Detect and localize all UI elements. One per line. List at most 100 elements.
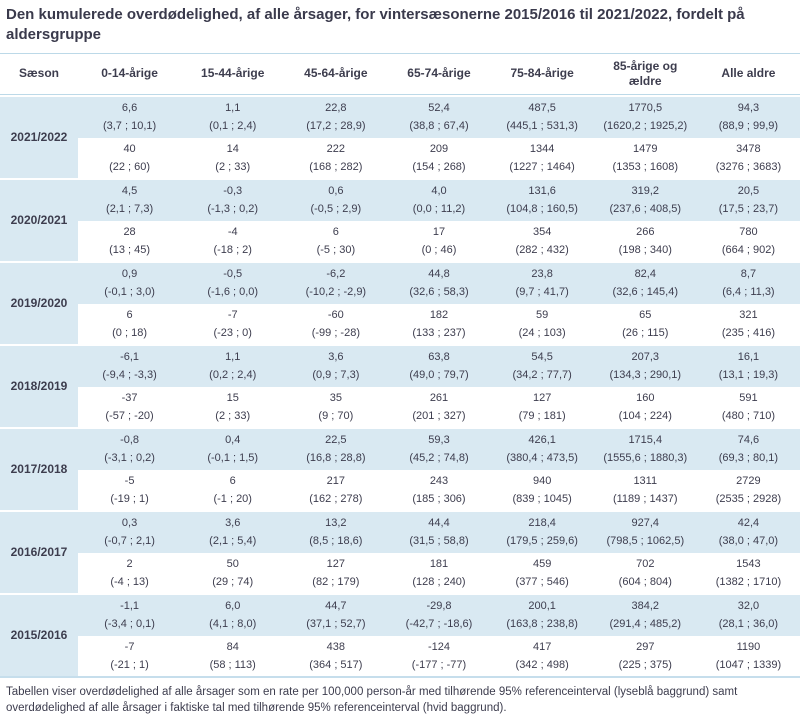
rate-confidence-interval: (3,7 ; 10,1) (102, 120, 157, 132)
rate-value: -1,1 (120, 600, 140, 612)
rate-cell: 218,4 (179,5 ; 259,6) (490, 511, 594, 553)
rate-value: 8,7 (740, 268, 757, 280)
count-value: -60 (327, 308, 344, 321)
data-column: -0,3 (-1,3 ; 0,2) -4 (-18 ; 2) (181, 179, 285, 261)
rate-value: 1770,5 (628, 102, 663, 114)
rate-confidence-interval: (-0,1 ; 3,0) (104, 286, 155, 298)
data-column: 20,5 (17,5 ; 23,7) 780 (664 ; 902) (696, 179, 800, 261)
rate-value: 82,4 (634, 268, 656, 280)
data-column: 927,4 (798,5 ; 1062,5) 702 (604 ; 804) (593, 511, 697, 593)
count-value: -124 (427, 640, 450, 653)
count-cell: 3478 (3276 ; 3683) (696, 137, 800, 178)
count-confidence-interval: (235 ; 416) (721, 326, 776, 339)
season-label: 2017/2018 (0, 428, 78, 510)
rate-cell: 54,5 (34,2 ; 77,7) (490, 345, 594, 387)
rate-confidence-interval: (-3,4 ; 0,1) (104, 618, 155, 630)
count-value: 297 (636, 640, 655, 653)
count-confidence-interval: (664 ; 902) (721, 243, 776, 256)
rate-confidence-interval: (-42,7 ; -18,6) (405, 618, 473, 630)
rate-confidence-interval: (9,7 ; 41,7) (515, 286, 569, 298)
rate-cell: 0,9 (-0,1 ; 3,0) (78, 262, 182, 304)
data-column: 82,4 (32,6 ; 145,4) 65 (26 ; 115) (593, 262, 697, 344)
count-cell: 50 (29 ; 74) (181, 552, 285, 593)
count-confidence-interval: (225 ; 375) (618, 658, 672, 671)
data-column: -0,5 (-1,6 ; 0,0) -7 (-23 ; 0) (181, 262, 285, 344)
season-label: 2015/2016 (0, 594, 78, 676)
data-column: 0,4 (-0,1 ; 1,5) 6 (-1 ; 20) (181, 428, 285, 510)
column-header: 0-14-årige (101, 66, 158, 81)
rate-cell: 16,1 (13,1 ; 19,3) (696, 345, 800, 387)
rate-cell: 3,6 (0,9 ; 7,3) (284, 345, 388, 387)
column-header: 45-64-årige (304, 66, 368, 81)
rate-value: 319,2 (631, 185, 660, 197)
rate-value: 44,4 (428, 517, 450, 529)
count-cell: 243 (185 ; 306) (387, 469, 491, 510)
count-value: 160 (636, 391, 655, 404)
data-column: -0,8 (-3,1 ; 0,2) -5 (-19 ; 1) (78, 428, 182, 510)
data-column: 22,8 (17,2 ; 28,9) 222 (168 ; 282) (284, 96, 388, 178)
count-value: 321 (739, 308, 758, 321)
rate-confidence-interval: (16,8 ; 28,8) (306, 452, 366, 464)
rate-value: 22,8 (325, 102, 347, 114)
count-confidence-interval: (282 ; 432) (515, 243, 569, 256)
rate-cell: 63,8 (49,0 ; 79,7) (387, 345, 491, 387)
data-column: 94,3 (88,9 ; 99,9) 3478 (3276 ; 3683) (696, 96, 800, 178)
count-confidence-interval: (-57 ; -20) (105, 409, 154, 422)
data-column: 44,4 (31,5 ; 58,8) 181 (128 ; 240) (387, 511, 491, 593)
rate-value: 94,3 (737, 102, 760, 114)
count-cell: 15 (2 ; 33) (181, 386, 285, 427)
count-cell: 321 (235 ; 416) (696, 303, 800, 344)
count-cell: 702 (604 ; 804) (593, 552, 697, 593)
rate-cell: -0,8 (-3,1 ; 0,2) (78, 428, 182, 470)
rate-value: 23,8 (531, 268, 553, 280)
rate-cell: 487,5 (445,1 ; 531,3) (490, 96, 594, 138)
rate-cell: 200,1 (163,8 ; 238,8) (490, 594, 594, 636)
data-column: 3,6 (0,9 ; 7,3) 35 (9 ; 70) (284, 345, 388, 427)
season-block: 2019/2020 0,9 (-0,1 ; 3,0) 6 (0 ; 18) -0,5 (-1… (0, 262, 800, 344)
data-column: 23,8 (9,7 ; 41,7) 59 (24 ; 103) (490, 262, 594, 344)
count-confidence-interval: (364 ; 517) (309, 658, 363, 671)
data-column: 0,9 (-0,1 ; 3,0) 6 (0 ; 18) (78, 262, 182, 344)
data-column: -6,2 (-10,2 ; -2,9) -60 (-99 ; -28) (284, 262, 388, 344)
count-value: 354 (532, 225, 552, 238)
rate-confidence-interval: (17,2 ; 28,9) (306, 120, 366, 132)
count-confidence-interval: (58 ; 113) (209, 658, 256, 671)
count-cell: 6 (0 ; 18) (78, 303, 182, 344)
rate-cell: -6,2 (-10,2 ; -2,9) (284, 262, 388, 304)
count-confidence-interval: (198 ; 340) (618, 243, 672, 256)
season-block: 2020/2021 4,5 (2,1 ; 7,3) 28 (13 ; 45) -0,3 (-… (0, 179, 800, 261)
rate-value: 207,3 (631, 351, 660, 363)
rate-cell: -0,3 (-1,3 ; 0,2) (181, 179, 285, 221)
data-column: -29,8 (-42,7 ; -18,6) -124 (-177 ; -77) (387, 594, 491, 676)
count-confidence-interval: (154 ; 268) (412, 160, 466, 173)
count-confidence-interval: (162 ; 278) (309, 492, 363, 505)
count-confidence-interval: (-21 ; 1) (110, 658, 149, 671)
rate-value: 42,4 (737, 517, 760, 529)
table-body: 2021/2022 6,6 (3,7 ; 10,1) 40 (22 ; 60) 1,1 (0… (0, 96, 800, 678)
count-value: 222 (326, 142, 346, 155)
count-cell: 160 (104 ; 224) (593, 386, 697, 427)
data-column: 74,6 (69,3 ; 80,1) 2729 (2535 ; 2928) (696, 428, 800, 510)
rate-value: 20,5 (737, 185, 760, 197)
count-cell: -7 (-23 ; 0) (181, 303, 285, 344)
table-header-row: Sæson 0-14-årige 15-44-årige 45-64-årige 65-… (0, 52, 800, 95)
rate-cell: 927,4 (798,5 ; 1062,5) (593, 511, 697, 553)
rate-confidence-interval: (0,1 ; 2,4) (209, 120, 257, 132)
rate-value: 4,5 (121, 185, 138, 197)
column-header: 85-årige og ældre (613, 59, 678, 88)
rate-cell: 426,1 (380,4 ; 473,5) (490, 428, 594, 470)
rate-confidence-interval: (237,6 ; 408,5) (609, 203, 682, 215)
rate-cell: 4,5 (2,1 ; 7,3) (78, 179, 182, 221)
count-confidence-interval: (-18 ; 2) (213, 243, 252, 256)
rate-confidence-interval: (38,0 ; 47,0) (718, 535, 779, 547)
count-confidence-interval: (342 ; 498) (515, 658, 569, 671)
data-column: 54,5 (34,2 ; 77,7) 127 (79 ; 181) (490, 345, 594, 427)
rate-value: -0,5 (223, 268, 243, 280)
rate-confidence-interval: (-0,7 ; 2,1) (104, 535, 155, 547)
count-confidence-interval: (480 ; 710) (721, 409, 776, 422)
data-column: 487,5 (445,1 ; 531,3) 1344 (1227 ; 1464) (490, 96, 594, 178)
rate-confidence-interval: (-10,2 ; -2,9) (305, 286, 367, 298)
rate-value: 59,3 (428, 434, 450, 446)
rate-value: 32,0 (737, 600, 760, 612)
